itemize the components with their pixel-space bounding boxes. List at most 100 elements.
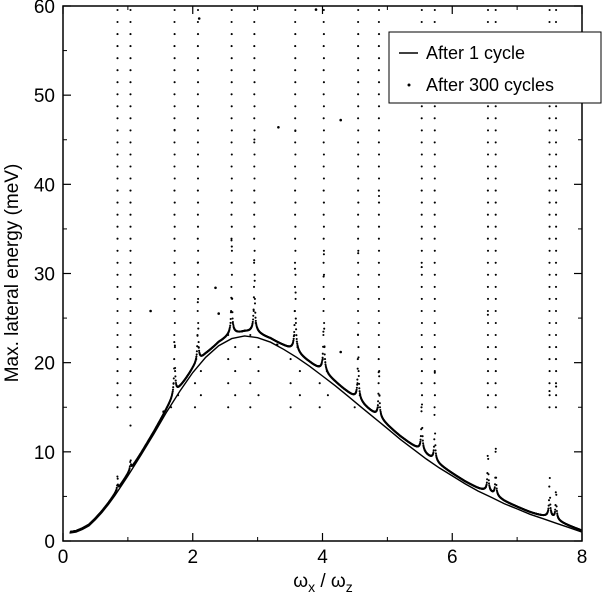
spike-point-6-28 — [294, 69, 297, 72]
spike-point-2-10 — [173, 285, 176, 288]
spike-point-8-14 — [357, 237, 360, 240]
data-point-584 — [228, 326, 231, 329]
spike-point-11-2 — [433, 382, 436, 385]
spike-point-5-32 — [253, 20, 256, 24]
data-point-935 — [324, 363, 327, 366]
spike-point-9-26 — [377, 93, 380, 96]
data-point-1292 — [421, 439, 424, 442]
spike-point-3-9 — [197, 297, 200, 300]
stray-point-9 — [314, 8, 318, 11]
data-point-587 — [229, 317, 232, 321]
spike-point-6-7 — [294, 321, 297, 325]
spike-point-10-0 — [420, 406, 423, 409]
data-point-934 — [324, 361, 327, 364]
spike-point-1-28 — [129, 69, 132, 72]
spike-point-1-29 — [129, 57, 132, 60]
spike-point-9-29 — [377, 57, 381, 60]
spike-point-2-22 — [173, 141, 176, 144]
spike-point-13-4 — [494, 358, 497, 361]
data-point-1531 — [486, 313, 489, 316]
data-point-378 — [172, 377, 175, 380]
spike-point-7-22 — [322, 141, 325, 144]
spike-point-3-15 — [196, 225, 200, 228]
spike-point-3-5 — [197, 346, 200, 349]
spike-point-9-25 — [377, 105, 381, 108]
spike-point-8-0 — [353, 406, 356, 409]
spike-point-5-25 — [253, 105, 256, 108]
spike-point-2-6 — [173, 333, 176, 337]
stray-point-5 — [339, 350, 343, 354]
spike-point-12-12 — [486, 261, 489, 264]
data-point-172 — [116, 477, 119, 480]
spike-point-9-27 — [377, 81, 381, 84]
spike-point-8-27 — [357, 81, 360, 84]
y-tick-label-40: 40 — [34, 175, 55, 196]
spike-point-0-29 — [116, 57, 119, 60]
spike-point-1-18 — [129, 189, 132, 192]
x-tick-label-8: 8 — [577, 547, 588, 568]
spike-point-3-4 — [195, 358, 198, 361]
spike-point-7-16 — [322, 213, 325, 216]
spike-point-12-8 — [486, 309, 489, 313]
spike-point-8-31 — [357, 33, 360, 36]
spike-point-10-22 — [420, 141, 423, 144]
spike-point-11-15 — [433, 225, 436, 228]
data-point-669 — [252, 318, 255, 321]
spike-point-8-6 — [356, 333, 360, 337]
spike-point-13-15 — [494, 225, 497, 228]
spike-point-10-17 — [420, 201, 423, 204]
spike-point-2-21 — [173, 153, 176, 156]
data-point-1562 — [495, 483, 498, 487]
spike-point-3-25 — [196, 105, 200, 108]
spike-point-1-10 — [129, 285, 132, 288]
data-point-466 — [196, 301, 199, 304]
spike-point-10-25 — [420, 105, 423, 108]
spike-point-0-14 — [116, 237, 119, 240]
spike-point-1-20 — [129, 165, 132, 168]
spike-point-15-17 — [555, 201, 558, 204]
data-point-1757 — [548, 390, 551, 393]
spike-point-3-23 — [196, 129, 200, 132]
spike-point-8-13 — [357, 249, 360, 252]
spike-point-12-20 — [486, 165, 489, 168]
data-point-1783 — [555, 505, 558, 508]
data-point-829 — [295, 337, 298, 341]
data-point-831 — [296, 342, 299, 345]
spike-point-3-12 — [196, 261, 199, 264]
spike-point-12-16 — [486, 213, 489, 216]
spike-point-14-10 — [548, 285, 551, 288]
spike-point-15-21 — [555, 153, 558, 156]
spike-point-11-6 — [433, 333, 436, 337]
spike-point-9-23 — [377, 129, 381, 132]
spike-point-1-25 — [129, 105, 132, 108]
spike-point-9-3 — [378, 370, 381, 373]
data-point-1289 — [420, 403, 424, 406]
spike-point-6-22 — [294, 141, 297, 144]
data-point-385 — [174, 379, 177, 382]
spike-point-2-29 — [173, 57, 176, 60]
data-point-1332 — [432, 449, 435, 452]
data-point-1052 — [356, 378, 359, 381]
stray-point-1 — [214, 286, 217, 290]
spike-point-9-9 — [377, 297, 381, 300]
spike-point-4-31 — [230, 33, 233, 36]
spike-point-7-3 — [325, 370, 328, 373]
data-point-1050 — [355, 386, 358, 389]
data-point-1127 — [376, 404, 379, 407]
data-point-1561 — [495, 476, 498, 479]
spike-point-1-0 — [129, 406, 132, 409]
spike-point-6-19 — [294, 177, 297, 180]
spike-point-1-26 — [129, 93, 132, 96]
data-point-1526 — [485, 483, 488, 486]
spike-point-7-5 — [323, 346, 326, 349]
spike-point-14-13 — [548, 249, 551, 252]
data-point-667 — [251, 322, 254, 325]
spike-point-10-15 — [420, 225, 423, 228]
spike-point-1-14 — [129, 237, 132, 240]
data-point-925 — [321, 352, 324, 355]
x-label-sub-z: z — [346, 579, 353, 595]
spike-point-13-5 — [494, 346, 497, 349]
data-point-1053 — [356, 367, 359, 370]
spike-point-14-5 — [548, 346, 551, 349]
spike-point-11-33 — [433, 8, 436, 12]
